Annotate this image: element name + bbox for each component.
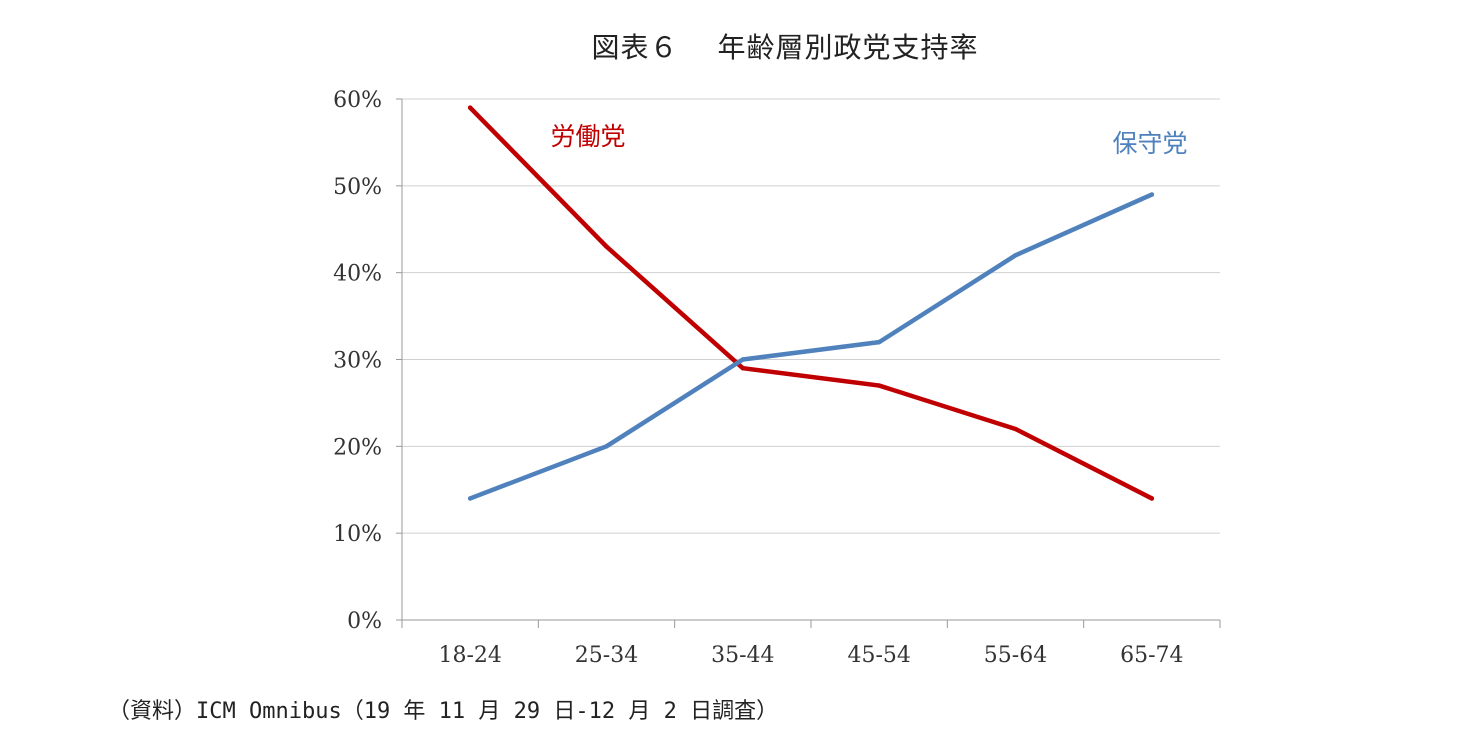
y-tick-label: 60% xyxy=(333,88,382,113)
data-point xyxy=(876,383,882,388)
data-point xyxy=(467,105,473,110)
data-point xyxy=(876,339,882,345)
y-tick-label: 10% xyxy=(333,522,382,547)
data-point xyxy=(1149,192,1155,197)
chart-title: 図表６ 年齢層別政党支持率 xyxy=(591,31,979,64)
axes xyxy=(396,98,1221,628)
series-label: 労働党 xyxy=(550,122,625,151)
x-tick-label: 55-64 xyxy=(984,643,1047,668)
series-line-0 xyxy=(467,105,1155,501)
x-tick-labels: 18-24 25-34 35-44 45-54 55-64 65-74 xyxy=(438,643,1183,668)
gridlines xyxy=(402,98,1220,534)
series-lines xyxy=(467,105,1155,501)
x-tick-label: 25-34 xyxy=(575,643,638,668)
y-tick-label: 40% xyxy=(333,262,382,287)
y-tick-label: 30% xyxy=(333,349,382,374)
data-point xyxy=(604,444,609,449)
data-point xyxy=(1013,253,1018,258)
x-tick-label: 18-24 xyxy=(438,643,501,668)
y-tick-label: 0% xyxy=(347,609,382,634)
y-tick-labels: 0% 10% 20% 30% 40% 50% 60% xyxy=(333,88,382,634)
source-note: （資料）ICM Omnibus（19 年 11 月 29 日-12 月 2 日調… xyxy=(108,699,779,724)
data-point xyxy=(1149,496,1155,501)
data-point xyxy=(604,244,609,249)
data-point xyxy=(467,496,473,501)
series-label: 保守党 xyxy=(1112,129,1187,158)
x-tick-label: 35-44 xyxy=(711,643,774,668)
series-line-1 xyxy=(467,192,1155,501)
x-tick-label: 65-74 xyxy=(1120,643,1183,668)
x-tick-label: 45-54 xyxy=(847,643,910,668)
data-point xyxy=(740,357,746,362)
data-point xyxy=(740,365,746,371)
y-tick-label: 20% xyxy=(333,435,382,460)
series-labels: 労働党 保守党 xyxy=(550,122,1187,158)
y-tick-label: 50% xyxy=(333,175,382,200)
data-point xyxy=(1013,426,1018,432)
